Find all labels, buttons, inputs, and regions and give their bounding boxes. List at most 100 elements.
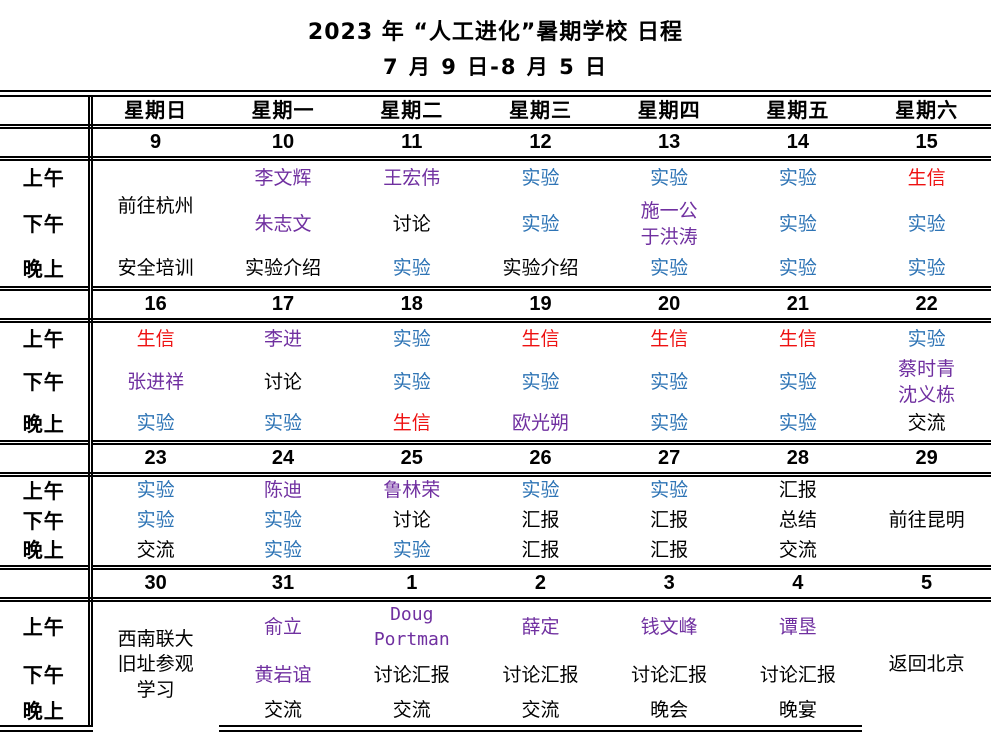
period-label: 上午 xyxy=(0,158,93,197)
period-row: 上午 西南联大 旧址参观 学习 俞立 Doug Portman 薛定 钱文峰 谭垦 返回北京 xyxy=(0,599,991,701)
date-row: 23 24 25 26 27 28 29 xyxy=(0,440,991,477)
schedule-cell: 汇报 xyxy=(650,538,689,561)
date-cell: 9 xyxy=(90,124,219,161)
weekday-header-row: 星期日 星期一 星期二 星期三 星期四 星期五 星期六 xyxy=(0,90,991,129)
schedule-cell: 黄岩谊 xyxy=(254,663,312,686)
date-cell: 11 xyxy=(347,124,477,161)
schedule-cell: 实验 xyxy=(136,412,175,435)
schedule-body: 星期日 星期一 星期二 星期三 星期四 星期五 星期六 9 10 11 12 13 14 15 上午 前往杭州… xyxy=(0,90,991,732)
date-cell: 24 xyxy=(218,440,348,477)
schedule-cell: 生信 xyxy=(650,327,689,350)
date-cell: 20 xyxy=(604,286,734,323)
schedule-cell: 薛定 xyxy=(521,615,560,638)
weekday-header: 星期日 xyxy=(90,90,219,129)
schedule-cell: 王宏伟 xyxy=(383,166,441,189)
schedule-cell: 交流 xyxy=(218,697,348,732)
date-cell: 28 xyxy=(733,440,863,477)
schedule-cell: 李文辉 xyxy=(254,166,312,189)
date-cell: 29 xyxy=(862,440,991,477)
schedule-cell: 交流 xyxy=(907,412,946,435)
cell-line: 学习 xyxy=(136,678,175,701)
date-cell: 4 xyxy=(733,565,863,602)
period-label: 下午 xyxy=(0,505,93,537)
schedule-cell: 交流 xyxy=(347,697,477,732)
schedule-cell: 讨论 xyxy=(264,370,303,393)
period-row: 晚上 安全培训 实验介绍 实验 实验介绍 实验 实验 实验 xyxy=(0,252,991,289)
date-cell: 15 xyxy=(862,124,991,161)
date-row-label-cell xyxy=(0,440,93,477)
schedule-cell: 张进祥 xyxy=(127,370,185,393)
schedule-cell: 西南联大旧址参观 学习 xyxy=(90,600,219,729)
weekday-header: 星期二 xyxy=(347,90,477,129)
page-subtitle: 7 月 9 日-8 月 5 日 xyxy=(382,55,609,79)
schedule-cell: 交流 xyxy=(136,538,175,561)
schedule-cell: 总结 xyxy=(778,509,817,532)
cell-line: Doug xyxy=(390,604,434,626)
date-cell: 14 xyxy=(733,124,863,161)
period-label: 下午 xyxy=(0,653,93,698)
schedule-cell: 实验 xyxy=(778,212,817,235)
period-label: 上午 xyxy=(0,474,93,506)
schedule-cell: 实验 xyxy=(136,509,175,532)
schedule-cell: 实验 xyxy=(778,370,817,393)
schedule-cell: 实验 xyxy=(650,166,689,189)
schedule-cell: 实验 xyxy=(392,327,431,350)
schedule-cell: 实验 xyxy=(392,370,431,393)
schedule-cell: 实验 xyxy=(907,257,946,280)
schedule-cell: 晚会 xyxy=(604,697,734,732)
schedule-cell: Doug Portman xyxy=(347,600,476,654)
cell-line: 施一公 xyxy=(640,199,698,222)
corner-cell xyxy=(0,90,93,129)
schedule-cell: 李进 xyxy=(264,327,303,350)
schedule-cell: 生信 xyxy=(778,327,817,350)
schedule-cell: 汇报 xyxy=(778,479,817,502)
schedule-cell: 俞立 xyxy=(264,615,303,638)
date-cell: 30 xyxy=(90,565,219,602)
schedule-cell: 讨论汇报 xyxy=(373,663,450,686)
period-label: 下午 xyxy=(0,356,93,409)
date-row: 9 10 11 12 13 14 15 xyxy=(0,124,991,161)
schedule-cell: 陈迪 xyxy=(264,479,303,502)
schedule-cell: 实验 xyxy=(778,257,817,280)
date-cell: 22 xyxy=(862,286,991,323)
cell-line: 蔡时青 xyxy=(898,357,956,380)
period-label: 晚上 xyxy=(0,536,93,568)
cell-line: 旧址参观 xyxy=(117,653,194,676)
schedule-cell: 钱文峰 xyxy=(640,615,698,638)
schedule-cell: 实验 xyxy=(907,327,946,350)
schedule-cell: 欧光朔 xyxy=(511,412,569,435)
date-cell: 23 xyxy=(90,440,219,477)
period-label: 上午 xyxy=(0,320,93,357)
schedule-cell: 实验 xyxy=(521,166,560,189)
schedule-cell: 返回北京 xyxy=(888,653,965,676)
schedule-cell: 生信 xyxy=(521,327,560,350)
weekday-header: 星期一 xyxy=(218,90,348,129)
schedule-cell: 交流 xyxy=(778,538,817,561)
schedule-cell: 实验 xyxy=(264,509,303,532)
weekday-header: 星期五 xyxy=(733,90,863,129)
schedule-cell: 实验 xyxy=(136,479,175,502)
period-row: 下午 黄岩谊 讨论汇报 讨论汇报 讨论汇报 讨论汇报 xyxy=(0,653,991,698)
schedule-cell: 实验 xyxy=(392,538,431,561)
schedule-cell: 实验 xyxy=(778,166,817,189)
schedule-table: 星期日 星期一 星期二 星期三 星期四 星期五 星期六 9 10 11 12 13 14 15 上午 前往杭州… xyxy=(0,90,991,732)
period-label: 晚上 xyxy=(0,697,93,732)
cell-line: 西南联大 xyxy=(117,627,194,650)
schedule-cell: 实验 xyxy=(778,412,817,435)
schedule-cell: 讨论汇报 xyxy=(759,663,836,686)
schedule-cell: 实验 xyxy=(521,212,560,235)
schedule-cell: 实验 xyxy=(264,538,303,561)
date-row-label-cell xyxy=(0,124,93,161)
schedule-cell: 讨论 xyxy=(392,509,431,532)
period-row: 上午 实验 陈迪 鲁林荣 实验 实验 汇报 前往昆明 xyxy=(0,474,991,531)
date-row-label-cell xyxy=(0,565,93,602)
date-cell: 31 xyxy=(218,565,348,602)
period-row: 晚上 实验 实验 生信 欧光朔 实验 实验 交流 xyxy=(0,408,991,443)
period-label: 晚上 xyxy=(0,252,93,289)
weekday-header: 星期三 xyxy=(476,90,605,129)
schedule-cell: 谭垦 xyxy=(778,615,817,638)
schedule-cell: 晚宴 xyxy=(733,697,863,732)
date-cell: 5 xyxy=(862,565,991,602)
weekday-header: 星期六 xyxy=(862,90,991,129)
schedule-cell: 汇报 xyxy=(650,509,689,532)
